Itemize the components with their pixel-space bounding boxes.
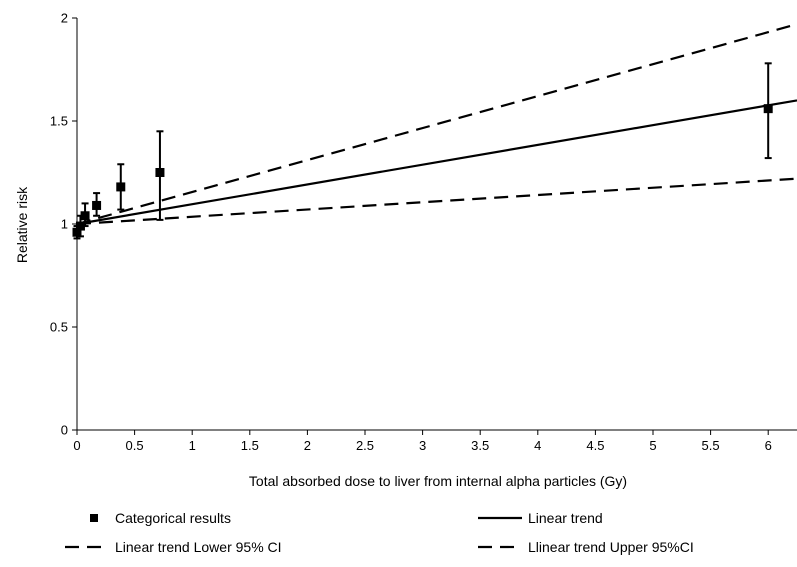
x-tick-label: 3.5: [471, 438, 489, 453]
y-tick-label: 1: [61, 217, 68, 232]
data-point: [763, 104, 773, 114]
legend-label: Llinear trend Upper 95%CI: [528, 539, 694, 555]
axes: [76, 18, 797, 431]
data-point: [116, 182, 126, 192]
data-point: [92, 200, 102, 210]
x-tick-label: 5: [649, 438, 656, 453]
x-tick-label: 1: [189, 438, 196, 453]
y-tick-label: 0: [61, 423, 68, 438]
x-tick-label: 0: [73, 438, 80, 453]
x-tick-label: 2.5: [356, 438, 374, 453]
legend: Categorical results Linear trend Linear tr…: [65, 510, 694, 555]
categorical-points: [72, 62, 773, 240]
data-point: [80, 211, 90, 221]
x-axis-ticks: 0 0.5 1 1.5 2 2.5 3 3.5 4 4.5 5 5.5 6: [73, 430, 772, 453]
legend-marker-square: [90, 514, 98, 522]
x-tick-label: 4.5: [586, 438, 604, 453]
x-tick-label: 5.5: [702, 438, 720, 453]
data-point: [75, 221, 85, 231]
x-tick-label: 1.5: [241, 438, 259, 453]
legend-label: Linear trend: [528, 510, 603, 526]
series-linear-trend: [76, 99, 797, 226]
series-linear-trend-lower-95-ci: [76, 177, 797, 226]
x-axis-label: Total absorbed dose to liver from intern…: [249, 473, 627, 489]
x-tick-label: 2: [304, 438, 311, 453]
y-tick-label: 1.5: [50, 114, 68, 129]
x-tick-label: 4: [534, 438, 541, 453]
trend-lines: [76, 23, 797, 226]
x-tick-label: 3: [419, 438, 426, 453]
data-point: [155, 168, 165, 177]
data-point: [72, 227, 82, 237]
series-llinear-trend-upper-95-ci: [76, 23, 797, 226]
y-tick-label: 2: [61, 11, 68, 26]
y-axis-ticks: 0 0.5 1 1.5 2: [50, 11, 77, 438]
legend-label: Linear trend Lower 95% CI: [115, 539, 282, 555]
legend-label: Categorical results: [115, 510, 231, 526]
y-axis-label: Relative risk: [14, 186, 30, 263]
y-tick-label: 0.5: [50, 320, 68, 335]
x-tick-label: 0.5: [126, 438, 144, 453]
x-tick-label: 6: [765, 438, 772, 453]
